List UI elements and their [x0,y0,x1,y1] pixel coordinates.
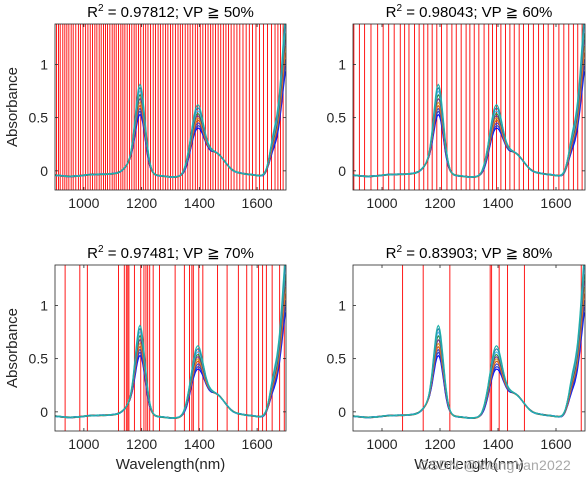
selected-wavelength-markers [55,24,284,190]
spectra-group [353,265,585,419]
x-tick-label: 1600 [242,436,273,452]
title-r: R [87,245,98,262]
title-superscript: 2 [98,3,104,14]
x-tick-label: 1400 [184,436,215,452]
plot-area [353,24,585,190]
panel-title: R2 = 0.83903; VP ≧ 80% [386,244,553,262]
title-superscript: 2 [396,3,402,14]
y-tick-label: 0.5 [29,351,49,367]
x-tick-label: 1400 [482,195,513,211]
x-tick-label: 1600 [540,195,571,211]
x-tick-label: 1200 [424,195,455,211]
chart-panel-4: 1000 1200 1400 1600 0 0.5 1 R2 = 0.83903; VP ≧ … [327,244,586,473]
spectrum-line [55,265,286,419]
watermark-text: CSDN @WangYan2022 [418,457,571,473]
y-tick-label: 0.5 [327,110,347,126]
plot-area [55,265,286,431]
y-tick-label: 1 [338,297,346,313]
spectra-group [55,265,286,419]
title-r: R [386,4,397,21]
spectrum-line [55,24,286,178]
x-tick-label: 1400 [184,195,215,211]
y-tick-label: 0 [338,404,346,420]
panel-title: R2 = 0.97812; VP ≧ 50% [87,3,254,21]
title-text: = 0.98043; VP ≧ 60% [402,4,552,21]
title-r: R [386,245,397,262]
x-tick-label: 1600 [540,436,571,452]
panel-title: R2 = 0.97481; VP ≧ 70% [87,244,254,262]
x-tick-label: 1200 [126,436,157,452]
chart-panel-2: 1000 1200 1400 1600 0 0.5 1 R2 = 0.98043; VP ≧ … [327,3,586,211]
x-tick-label: 1400 [482,436,513,452]
axes-frame [352,264,586,432]
title-text: = 0.97481; VP ≧ 70% [104,245,254,262]
spectra-group [353,24,585,178]
y-tick-label: 1 [338,56,346,72]
x-tick-label: 1000 [366,195,397,211]
y-tick-label: 0 [40,404,48,420]
x-tick-label: 1200 [424,436,455,452]
y-tick-label: 0.5 [327,351,347,367]
y-axis-label: Absorbance [4,308,21,388]
y-tick-label: 1 [40,297,48,313]
chart-panel-3: 1000 1200 1400 1600 0 0.5 1 R2 = 0.97481; VP ≧ … [4,244,287,473]
spectrum-line [353,24,584,178]
x-axis-label: Wavelength(nm) [414,456,523,473]
spectrum-line [353,265,584,419]
x-tick-label: 1000 [68,195,99,211]
chart-panel-1: 1000 1200 1400 1600 0 0.5 1 R2 = 0.97812; VP ≧ … [4,3,287,211]
x-tick-label: 1200 [126,195,157,211]
x-tick-label: 1600 [242,195,273,211]
y-tick-label: 0 [338,163,346,179]
y-tick-label: 0.5 [29,110,49,126]
y-tick-label: 1 [40,56,48,72]
title-superscript: 2 [98,244,104,255]
axes-frame [54,23,287,191]
y-tick-label: 0 [40,163,48,179]
axes-frame [54,264,287,432]
title-superscript: 2 [396,244,402,255]
plot-area [353,265,585,431]
panel-title: R2 = 0.98043; VP ≧ 60% [386,3,553,21]
axes-frame [352,23,586,191]
x-tick-label: 1000 [366,436,397,452]
x-axis-label: Wavelength(nm) [116,456,225,473]
title-text: = 0.83903; VP ≧ 80% [402,245,552,262]
title-text: = 0.97812; VP ≧ 50% [104,4,254,21]
title-r: R [87,4,98,21]
y-axis-label: Absorbance [4,67,21,147]
x-tick-label: 1000 [68,436,99,452]
selected-wavelength-markers [64,265,285,431]
spectra-group [55,24,286,178]
